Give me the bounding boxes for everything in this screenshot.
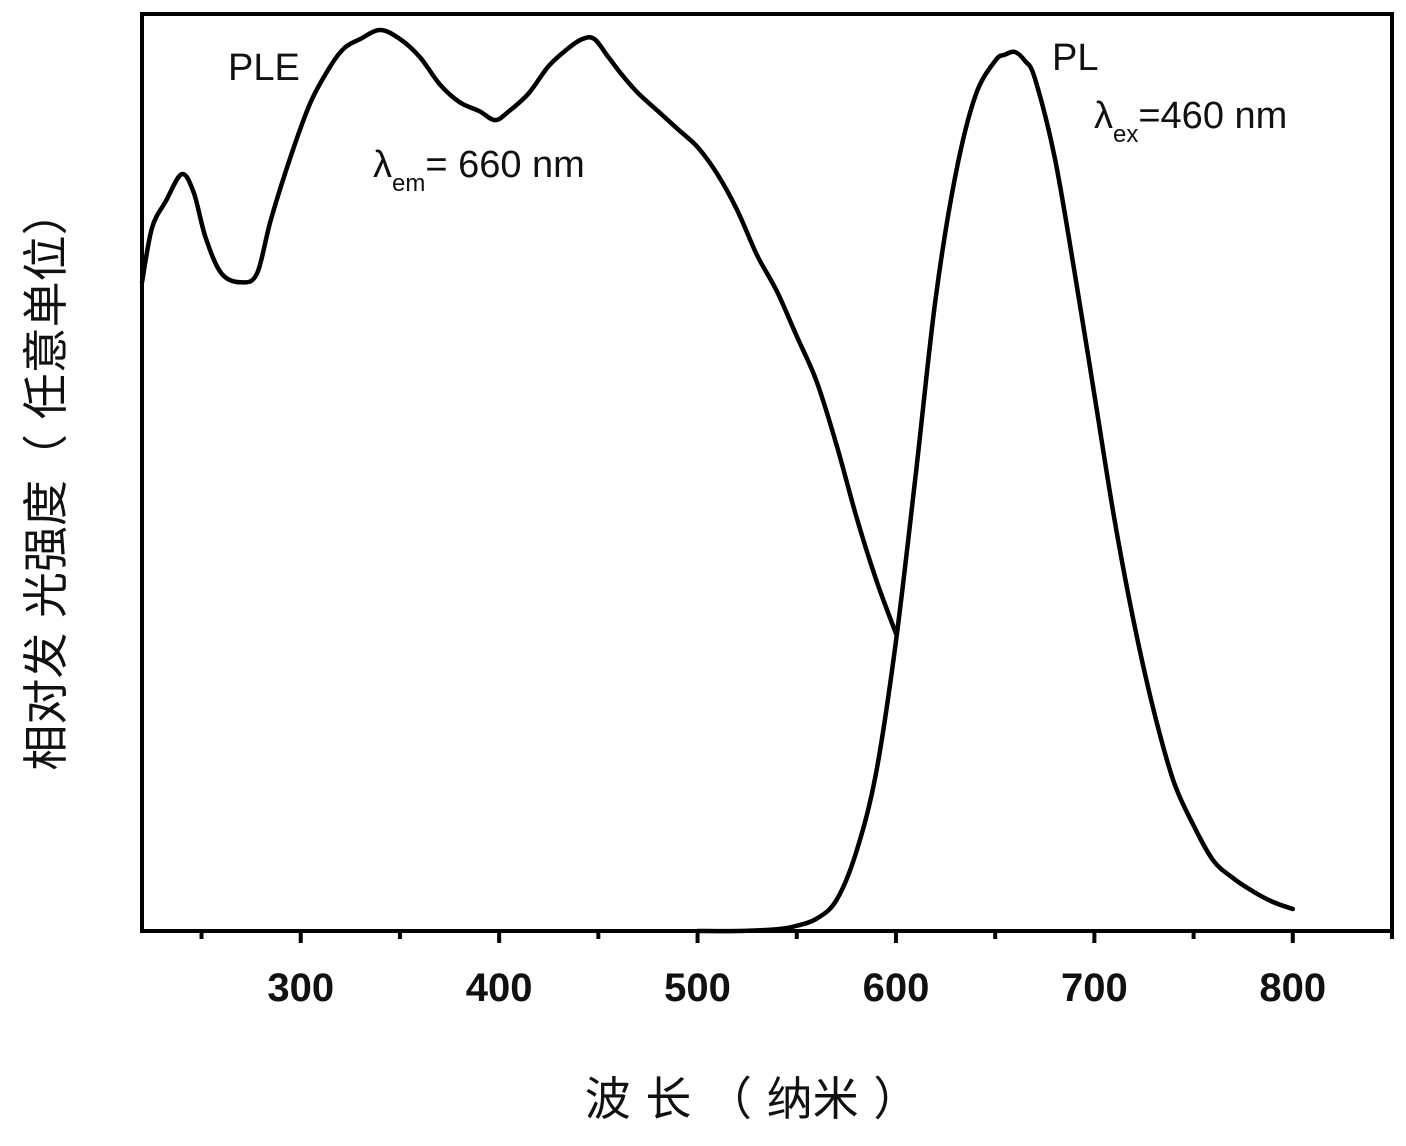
x-tick-label: 300 xyxy=(267,966,334,1010)
lambda-subscript-em: em xyxy=(392,170,425,197)
lambda-value-ex: =460 nm xyxy=(1138,95,1287,137)
lambda-subscript-ex: ex xyxy=(1113,121,1138,148)
annotation-pl-label: PL xyxy=(1052,37,1098,79)
x-axis-title: 波 长 （ 纳米 ） xyxy=(585,1072,920,1126)
lambda-symbol-ex: λ xyxy=(1094,95,1113,137)
x-tick-label: 700 xyxy=(1061,966,1128,1010)
x-tick-label: 500 xyxy=(664,966,731,1010)
x-tick-label: 800 xyxy=(1259,966,1326,1010)
x-tick-label: 400 xyxy=(466,966,533,1010)
y-axis-title: 相对发 光强度（ 任意单位） xyxy=(19,189,73,770)
lambda-symbol-em: λ xyxy=(373,144,392,186)
series-line-ple xyxy=(142,30,896,634)
plot-frame xyxy=(142,14,1392,931)
lambda-value-em: = 660 nm xyxy=(425,144,585,186)
x-tick-label: 600 xyxy=(863,966,930,1010)
annotation-lambda-ex: λex=460 nm xyxy=(1094,95,1287,148)
x-axis-tick-labels: 300 400 500 600 700 800 xyxy=(267,966,1326,1010)
annotation-lambda-em: λem= 660 nm xyxy=(373,144,585,197)
annotation-ple-label: PLE xyxy=(228,47,300,89)
series-line-pl xyxy=(698,52,1293,931)
